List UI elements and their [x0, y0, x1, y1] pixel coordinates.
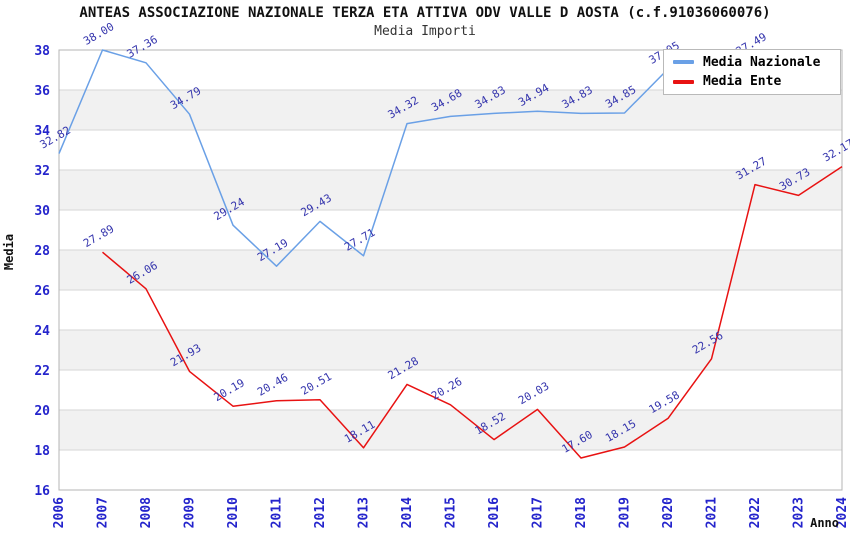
- data-point-label: 27.89: [81, 222, 116, 250]
- data-point-label: 20.19: [212, 376, 247, 404]
- x-axis-tick-label: 2013: [357, 497, 372, 528]
- plot-band: [59, 90, 842, 130]
- legend-item-media-ente: Media Ente: [673, 74, 840, 89]
- x-axis-tick-label: 2009: [183, 497, 198, 528]
- data-point-label: 38.00: [81, 20, 116, 48]
- y-axis-tick-label: 18: [34, 444, 50, 459]
- x-axis-tick-label: 2022: [748, 497, 763, 528]
- legend-item-media-nazionale: Media Nazionale: [673, 55, 840, 70]
- x-axis-tick-label: 2024: [835, 497, 850, 528]
- x-axis-tick-label: 2021: [705, 497, 720, 528]
- plot-band: [59, 410, 842, 450]
- x-axis-tick-label: 2008: [139, 497, 154, 528]
- x-axis-tick-label: 2018: [574, 497, 589, 528]
- media-ente-line-swatch-icon: [673, 79, 694, 84]
- plot-band: [59, 330, 842, 370]
- y-axis-tick-label: 36: [34, 84, 50, 99]
- x-axis-tick-label: 2016: [487, 497, 502, 528]
- x-axis-tick-label: 2010: [226, 497, 241, 528]
- legend-label-media-nazionale: Media Nazionale: [703, 54, 821, 70]
- data-point-label: 32.17: [821, 137, 850, 165]
- x-axis-tick-label: 2019: [618, 497, 633, 528]
- x-axis-title: Anno: [810, 516, 839, 530]
- x-axis-tick-label: 2014: [400, 497, 415, 528]
- y-axis-tick-label: 20: [34, 404, 50, 419]
- data-point-label: 20.03: [516, 379, 551, 407]
- x-axis-tick-label: 2007: [96, 497, 111, 528]
- data-point-label: 20.46: [255, 371, 290, 399]
- series-line-media-ente: [102, 165, 843, 459]
- y-axis-title: Media: [2, 234, 16, 270]
- x-axis-tick-label: 2012: [313, 497, 328, 528]
- media-nazionale-line-swatch-icon: [673, 60, 694, 65]
- x-axis-tick-label: 2011: [270, 497, 285, 528]
- x-axis-tick-label: 2017: [531, 497, 546, 528]
- y-axis-tick-label: 22: [34, 364, 50, 379]
- data-point-label: 20.26: [429, 375, 464, 403]
- y-axis-tick-label: 32: [34, 164, 50, 179]
- x-axis-tick-label: 2020: [661, 497, 676, 528]
- y-axis-tick-label: 26: [34, 284, 50, 299]
- y-axis-tick-label: 38: [34, 44, 50, 59]
- plot-band: [59, 170, 842, 210]
- plot-band: [59, 250, 842, 290]
- x-axis-tick-label: 2015: [444, 497, 459, 528]
- plot-frame: [58, 49, 843, 491]
- data-point-label: 20.51: [299, 370, 334, 398]
- y-axis-tick-label: 28: [34, 244, 50, 259]
- chart-subtitle: Media Importi: [374, 24, 476, 39]
- series-line-media-nazionale: [58, 49, 756, 267]
- legend: Media Nazionale Media Ente: [663, 49, 841, 95]
- x-axis-tick-label: 2023: [792, 497, 807, 528]
- x-axis-tick-label: 2006: [52, 497, 67, 528]
- y-axis-tick-label: 30: [34, 204, 50, 219]
- y-axis-tick-label: 34: [34, 124, 50, 139]
- y-axis-tick-label: 16: [34, 484, 50, 499]
- chart-title: ANTEAS ASSOCIAZIONE NAZIONALE TERZA ETA …: [79, 5, 771, 21]
- y-axis-tick-label: 24: [34, 324, 50, 339]
- data-point-label: 37.36: [125, 33, 160, 61]
- legend-label-media-ente: Media Ente: [703, 74, 782, 90]
